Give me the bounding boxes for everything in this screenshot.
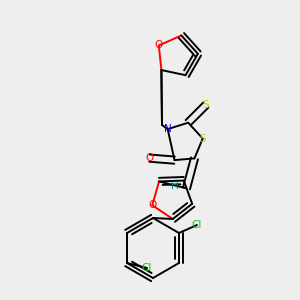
Text: H: H [171,182,178,191]
Text: S: S [202,100,209,110]
Text: Cl: Cl [142,263,152,273]
Text: S: S [200,134,206,143]
Text: Cl: Cl [192,220,202,230]
Text: O: O [146,153,154,163]
Text: N: N [164,124,172,134]
Text: O: O [148,200,156,210]
Text: O: O [155,40,163,50]
